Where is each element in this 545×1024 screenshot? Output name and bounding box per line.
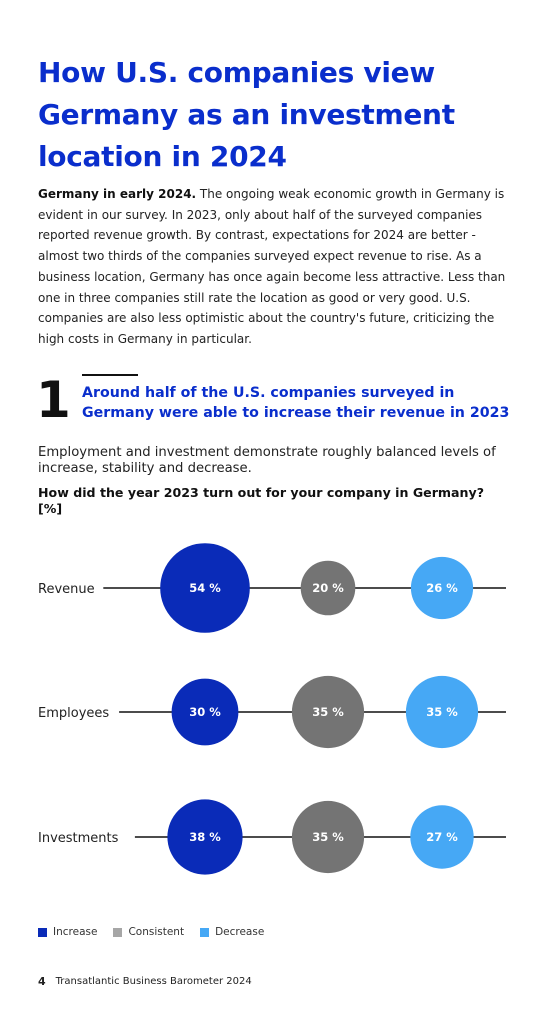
chart-subtitle: Employment and investment demonstrate ro… xyxy=(38,445,496,476)
page-footer: 4 Transatlantic Business Barometer 2024 xyxy=(38,975,252,988)
bubble-label-consistent-investments: 35 % xyxy=(312,830,344,844)
legend-label-consistent: Consistent xyxy=(128,926,185,938)
legend-item-increase: Increase xyxy=(38,926,97,938)
bubble-label-consistent-employees: 35 % xyxy=(312,705,344,719)
legend-item-decrease: Decrease xyxy=(200,926,264,938)
bubble-chart: Revenue 54 % 20 % 26 % Employees 30 % 35 % 35 %… xyxy=(38,543,506,875)
bubble-consistent-revenue xyxy=(300,560,356,616)
bubble-decrease-revenue xyxy=(410,556,474,620)
category-label-employees: Employees xyxy=(38,706,109,721)
category-label-investments: Investments xyxy=(38,831,119,846)
legend-swatch-decrease xyxy=(200,927,210,937)
bubble-increase-employees xyxy=(171,678,239,746)
bubble-label-increase-revenue: 54 % xyxy=(189,581,221,595)
bubble-label-increase-investments: 38 % xyxy=(189,830,221,844)
publication-name: Transatlantic Business Barometer 2024 xyxy=(55,976,252,987)
bubble-label-decrease-investments: 27 % xyxy=(426,830,458,844)
bubble-decrease-employees xyxy=(405,675,479,749)
category-label-revenue: Revenue xyxy=(38,582,95,597)
bubble-decrease-investments xyxy=(410,805,474,869)
legend-label-increase: Increase xyxy=(53,926,98,938)
bubble-label-decrease-revenue: 26 % xyxy=(426,581,458,595)
legend-item-consistent: Consistent xyxy=(113,926,184,938)
chart-question: How did the year 2023 turn out for your … xyxy=(38,485,485,516)
bubble-consistent-investments xyxy=(291,800,365,874)
legend-swatch-increase xyxy=(38,927,47,937)
bubble-increase-investments xyxy=(167,799,243,875)
section-heading: Around half of the U.S. companies survey… xyxy=(82,385,510,421)
bubble-label-consistent-revenue: 20 % xyxy=(312,581,344,595)
intro-body: The ongoing weak economic growth in Germ… xyxy=(38,187,506,346)
intro-lead: Germany in early 2024. xyxy=(38,187,197,201)
page-title: How U.S. companies view Germany as an in… xyxy=(38,56,455,173)
bubble-label-decrease-employees: 35 % xyxy=(426,705,458,719)
bubble-label-increase-employees: 30 % xyxy=(189,705,221,719)
intro-paragraph: Germany in early 2024. The ongoing weak … xyxy=(38,184,508,350)
page-number: 4 xyxy=(38,975,46,988)
bubble-increase-revenue xyxy=(160,543,250,633)
legend-label-decrease: Decrease xyxy=(215,926,265,938)
bubble-consistent-employees xyxy=(291,675,365,749)
chart-legend: Increase Consistent Decrease xyxy=(38,926,280,938)
section-number: 1 xyxy=(36,371,71,429)
legend-swatch-consistent xyxy=(113,927,123,937)
section-rule xyxy=(82,374,138,376)
